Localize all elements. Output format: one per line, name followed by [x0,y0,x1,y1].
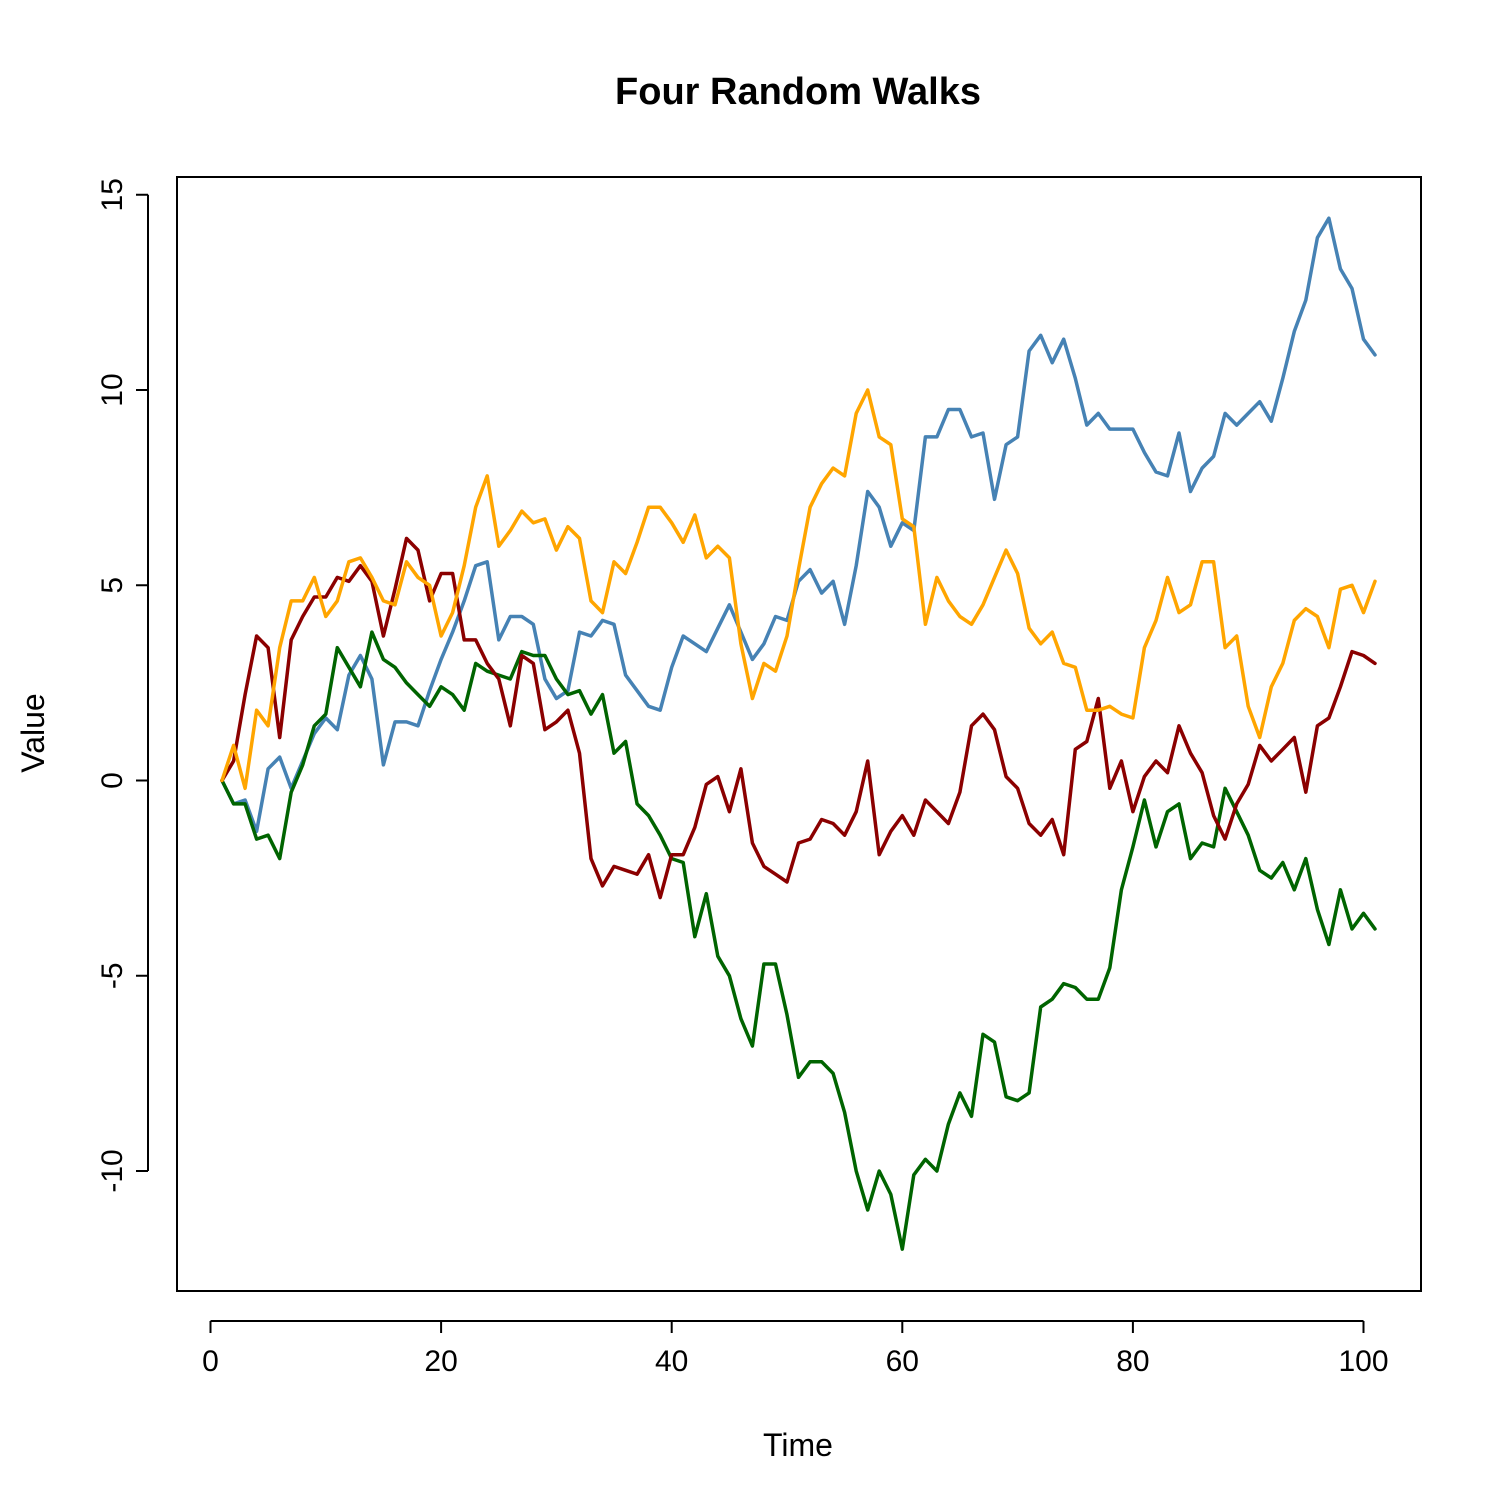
x-tick-label: 20 [424,1345,457,1378]
series-layer [220,216,1377,1251]
y-tick-label: -5 [96,962,129,989]
y-tick-label: 5 [96,577,129,594]
x-axis-label: Time [763,1427,833,1463]
plot-area-frame [176,176,1422,1292]
chart-title: Four Random Walks [615,71,981,113]
series-line-4 [220,388,1377,791]
x-tick-label: 80 [1116,1345,1149,1378]
x-tick-label: 60 [886,1345,919,1378]
y-tick-label: 0 [96,772,129,789]
y-tick-label: -10 [96,1149,129,1192]
x-tick-label: 100 [1338,1345,1388,1378]
y-tick-label: 10 [96,373,129,406]
x-tick-label: 40 [655,1345,688,1378]
series-line-2 [220,630,1377,1251]
x-tick-label: 0 [202,1345,219,1378]
x-axis: 0 20 40 60 80 100 [202,1320,1389,1378]
series-line-3 [220,536,1377,900]
y-axis-label: Value [15,693,51,772]
y-axis: -10 -5 0 5 10 15 [96,178,149,1193]
y-tick-label: 15 [96,178,129,211]
series-line-1 [220,216,1377,834]
